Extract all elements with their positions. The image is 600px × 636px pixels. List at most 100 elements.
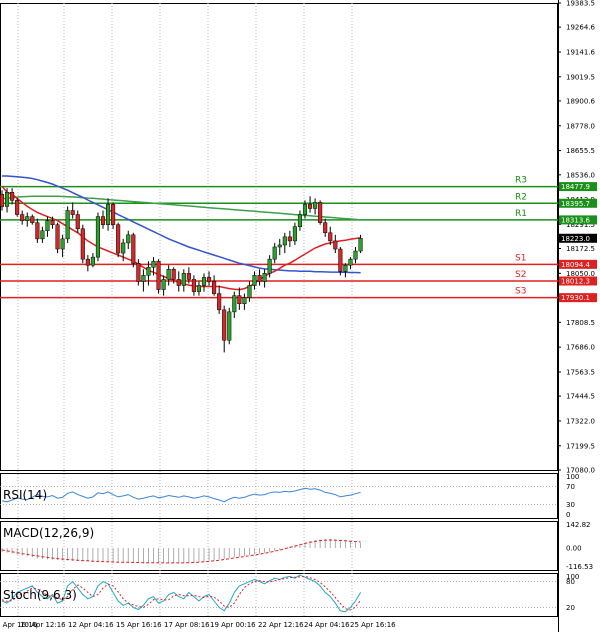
level-price-box xyxy=(559,198,597,208)
candle-body xyxy=(222,309,227,341)
candle-body xyxy=(116,224,121,254)
candle-body xyxy=(45,220,50,232)
time-axis-label: 9 Apr 16:16 xyxy=(0,621,38,629)
level-name-r3: R3 xyxy=(515,176,527,186)
stoch-k-line xyxy=(1,574,362,613)
candle-body xyxy=(20,214,25,221)
candle-body xyxy=(141,275,146,282)
candle-body xyxy=(272,246,277,260)
price-tick-label: 18778.0 xyxy=(566,122,595,130)
level-price-label: 18094.4 xyxy=(561,261,590,269)
candle-body xyxy=(131,234,136,264)
price-tick-label: 19264.6 xyxy=(566,24,595,32)
rsi-line xyxy=(1,487,361,503)
level-price-label: 18313.6 xyxy=(561,216,590,224)
candle-body xyxy=(186,273,191,280)
candle-body xyxy=(136,262,141,282)
candle-body xyxy=(10,192,15,201)
price-tick-label: 17563.5 xyxy=(566,368,595,376)
candle-body xyxy=(277,244,282,248)
level-price-box xyxy=(559,259,597,269)
price-tick-label: 18050.0 xyxy=(566,270,595,278)
candle-body xyxy=(267,258,272,274)
stoch-tick-label: 20 xyxy=(566,604,575,612)
candle-body xyxy=(212,281,217,294)
main-panel-frame xyxy=(0,3,558,471)
candle-body xyxy=(287,236,292,242)
level-price-box xyxy=(559,276,597,286)
candle-body xyxy=(302,204,308,215)
macd-panel-frame xyxy=(0,521,558,571)
price-tick-label: 17808.5 xyxy=(566,319,595,327)
price-tick-label: 17080.0 xyxy=(566,467,595,475)
rsi-tick-label: 100 xyxy=(566,473,579,481)
candle-body xyxy=(313,202,318,209)
candle-body xyxy=(308,204,313,209)
candle-body xyxy=(146,267,151,276)
price-tick-label: 19141.6 xyxy=(566,49,595,57)
candle-body xyxy=(176,279,181,286)
candle-body xyxy=(232,295,237,313)
candle-body xyxy=(338,248,343,272)
price-tick-label: 17444.5 xyxy=(566,393,595,401)
level-name-r1: R1 xyxy=(515,209,527,219)
level-name-s2: S2 xyxy=(515,270,526,280)
price-tick-label: 18172.5 xyxy=(566,245,595,253)
level-price-box xyxy=(559,182,597,192)
candle-body xyxy=(353,250,358,260)
candle-body xyxy=(55,224,60,250)
price-tick-label: 18291.5 xyxy=(566,221,595,229)
candle-body xyxy=(262,273,267,282)
candle-body xyxy=(161,279,166,290)
level-name-s1: S1 xyxy=(515,253,526,263)
candle-body xyxy=(292,226,297,242)
candle-body xyxy=(227,311,232,341)
rsi-tick-label: 0 xyxy=(566,511,570,519)
candle-body xyxy=(252,275,257,286)
candle-body xyxy=(5,192,10,207)
candle-body xyxy=(95,216,101,258)
rsi-panel-frame xyxy=(0,473,558,519)
time-axis-label: 10 Apr 12:16 xyxy=(20,621,66,629)
candle-body xyxy=(60,238,65,250)
candle-body xyxy=(181,273,186,286)
candle-body xyxy=(207,277,212,282)
candle-body xyxy=(35,222,40,240)
candle-body xyxy=(75,214,80,229)
candle-body xyxy=(237,295,242,305)
price-tick-label: 17199.5 xyxy=(566,442,595,450)
time-axis-label: 12 Apr 04:16 xyxy=(68,621,114,629)
level-price-label: 18012.3 xyxy=(561,277,590,285)
candle-body xyxy=(171,269,176,280)
candle-body xyxy=(25,216,30,221)
price-tick-label: 17686.0 xyxy=(566,344,595,352)
price-tick-label: 18655.5 xyxy=(566,147,595,155)
stoch-tick-label: 100 xyxy=(566,573,579,581)
time-axis-label: 22 Apr 12:16 xyxy=(258,621,304,629)
candle-body xyxy=(217,293,222,311)
time-axis-label: 24 Apr 04:16 xyxy=(304,621,350,629)
candle-body xyxy=(106,204,111,225)
candle-body xyxy=(70,210,75,215)
candle-body xyxy=(65,210,70,240)
level-price-box xyxy=(559,215,597,225)
candle-body xyxy=(90,256,95,266)
level-name-r2: R2 xyxy=(515,192,527,202)
level-name-s3: S3 xyxy=(515,287,526,297)
candle-body xyxy=(0,194,5,207)
candle-body xyxy=(151,260,156,268)
candle-body xyxy=(30,216,35,223)
price-tick-label: 18900.6 xyxy=(566,97,595,105)
candle-body xyxy=(297,214,302,227)
rsi-tick-label: 30 xyxy=(566,501,575,509)
price-tick-label: 19019.5 xyxy=(566,73,595,81)
candle-body xyxy=(201,277,207,286)
candle-body xyxy=(40,230,45,240)
candle-body xyxy=(80,228,85,260)
rsi-label: RSI(14) xyxy=(3,488,47,502)
level-price-label: 18477.9 xyxy=(561,183,590,191)
candle-body xyxy=(257,275,262,282)
rsi-tick-label: 70 xyxy=(566,483,575,491)
candle-body xyxy=(85,258,90,266)
